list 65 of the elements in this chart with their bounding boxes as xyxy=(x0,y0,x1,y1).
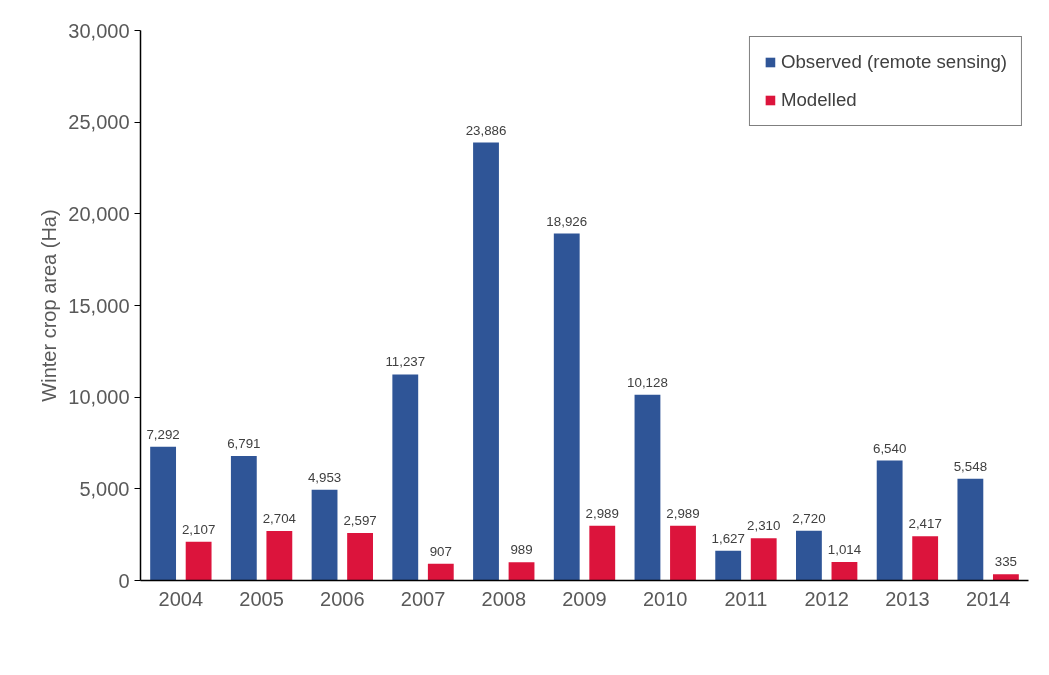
bar xyxy=(750,538,777,581)
x-tick-label: 2008 xyxy=(481,587,527,610)
bar xyxy=(912,536,939,581)
y-axis-title: Winter crop area (Ha) xyxy=(38,209,61,402)
y-tick-label: 5,000 xyxy=(79,477,130,500)
bar xyxy=(876,460,903,581)
data-label: 7,292 xyxy=(146,426,180,442)
data-label: 11,237 xyxy=(385,354,426,370)
y-tick-label: 15,000 xyxy=(68,294,130,317)
data-label: 2,989 xyxy=(666,505,700,521)
data-label: 2,720 xyxy=(792,510,826,526)
data-label: 6,540 xyxy=(872,440,907,456)
x-tick-label: 2006 xyxy=(320,587,365,610)
bar xyxy=(427,563,454,581)
bar xyxy=(473,142,499,581)
data-label: 2,704 xyxy=(262,510,297,526)
data-label: 6,791 xyxy=(227,436,261,451)
bar xyxy=(634,394,661,581)
y-tick-label: 25,000 xyxy=(68,111,130,134)
bar xyxy=(347,532,373,581)
legend-label: Modelled xyxy=(780,89,857,111)
data-label: 10,128 xyxy=(627,374,668,390)
bar xyxy=(796,530,822,581)
bar xyxy=(957,478,984,581)
data-label: 18,926 xyxy=(546,213,588,229)
data-label: 335 xyxy=(994,554,1018,570)
bar xyxy=(150,446,177,581)
data-label: 1,014 xyxy=(827,541,862,557)
y-tick-label: 10,000 xyxy=(68,386,130,409)
data-label: 2,597 xyxy=(343,512,377,528)
bar xyxy=(553,233,580,581)
data-label: 2,310 xyxy=(747,518,781,534)
x-tick-label: 2005 xyxy=(239,587,284,610)
bar xyxy=(230,456,257,581)
x-tick-label: 2010 xyxy=(642,587,688,610)
y-tick-label: 20,000 xyxy=(68,202,130,225)
y-tick-label: 0 xyxy=(118,569,130,592)
bar xyxy=(311,489,338,581)
y-tick-label: 30,000 xyxy=(68,19,130,42)
bar xyxy=(992,574,1019,581)
bar xyxy=(589,525,616,581)
bar xyxy=(831,561,858,581)
data-label: 2,417 xyxy=(908,516,942,532)
data-label: 907 xyxy=(429,543,452,559)
x-tick-label: 2012 xyxy=(804,587,849,610)
data-label: 2,107 xyxy=(181,521,216,537)
bar xyxy=(266,530,293,581)
data-label: 23,886 xyxy=(465,122,507,138)
bar xyxy=(392,374,419,581)
x-tick-label: 2009 xyxy=(562,587,607,610)
legend-label: Observed (remote sensing) xyxy=(780,51,1007,73)
bar xyxy=(508,562,535,581)
bar xyxy=(185,541,212,581)
bar xyxy=(670,525,696,581)
x-tick-label: 2007 xyxy=(400,587,446,610)
data-label: 5,548 xyxy=(953,458,988,474)
x-tick-label: 2004 xyxy=(158,587,204,610)
x-tick-label: 2011 xyxy=(724,587,768,610)
x-tick-label: 2013 xyxy=(885,587,930,610)
data-label: 4,953 xyxy=(307,469,342,485)
x-tick-label: 2014 xyxy=(965,587,1011,610)
bar xyxy=(715,550,742,581)
data-label: 1,627 xyxy=(711,530,745,546)
data-label: 2,989 xyxy=(585,505,619,521)
data-label: 989 xyxy=(510,542,533,558)
